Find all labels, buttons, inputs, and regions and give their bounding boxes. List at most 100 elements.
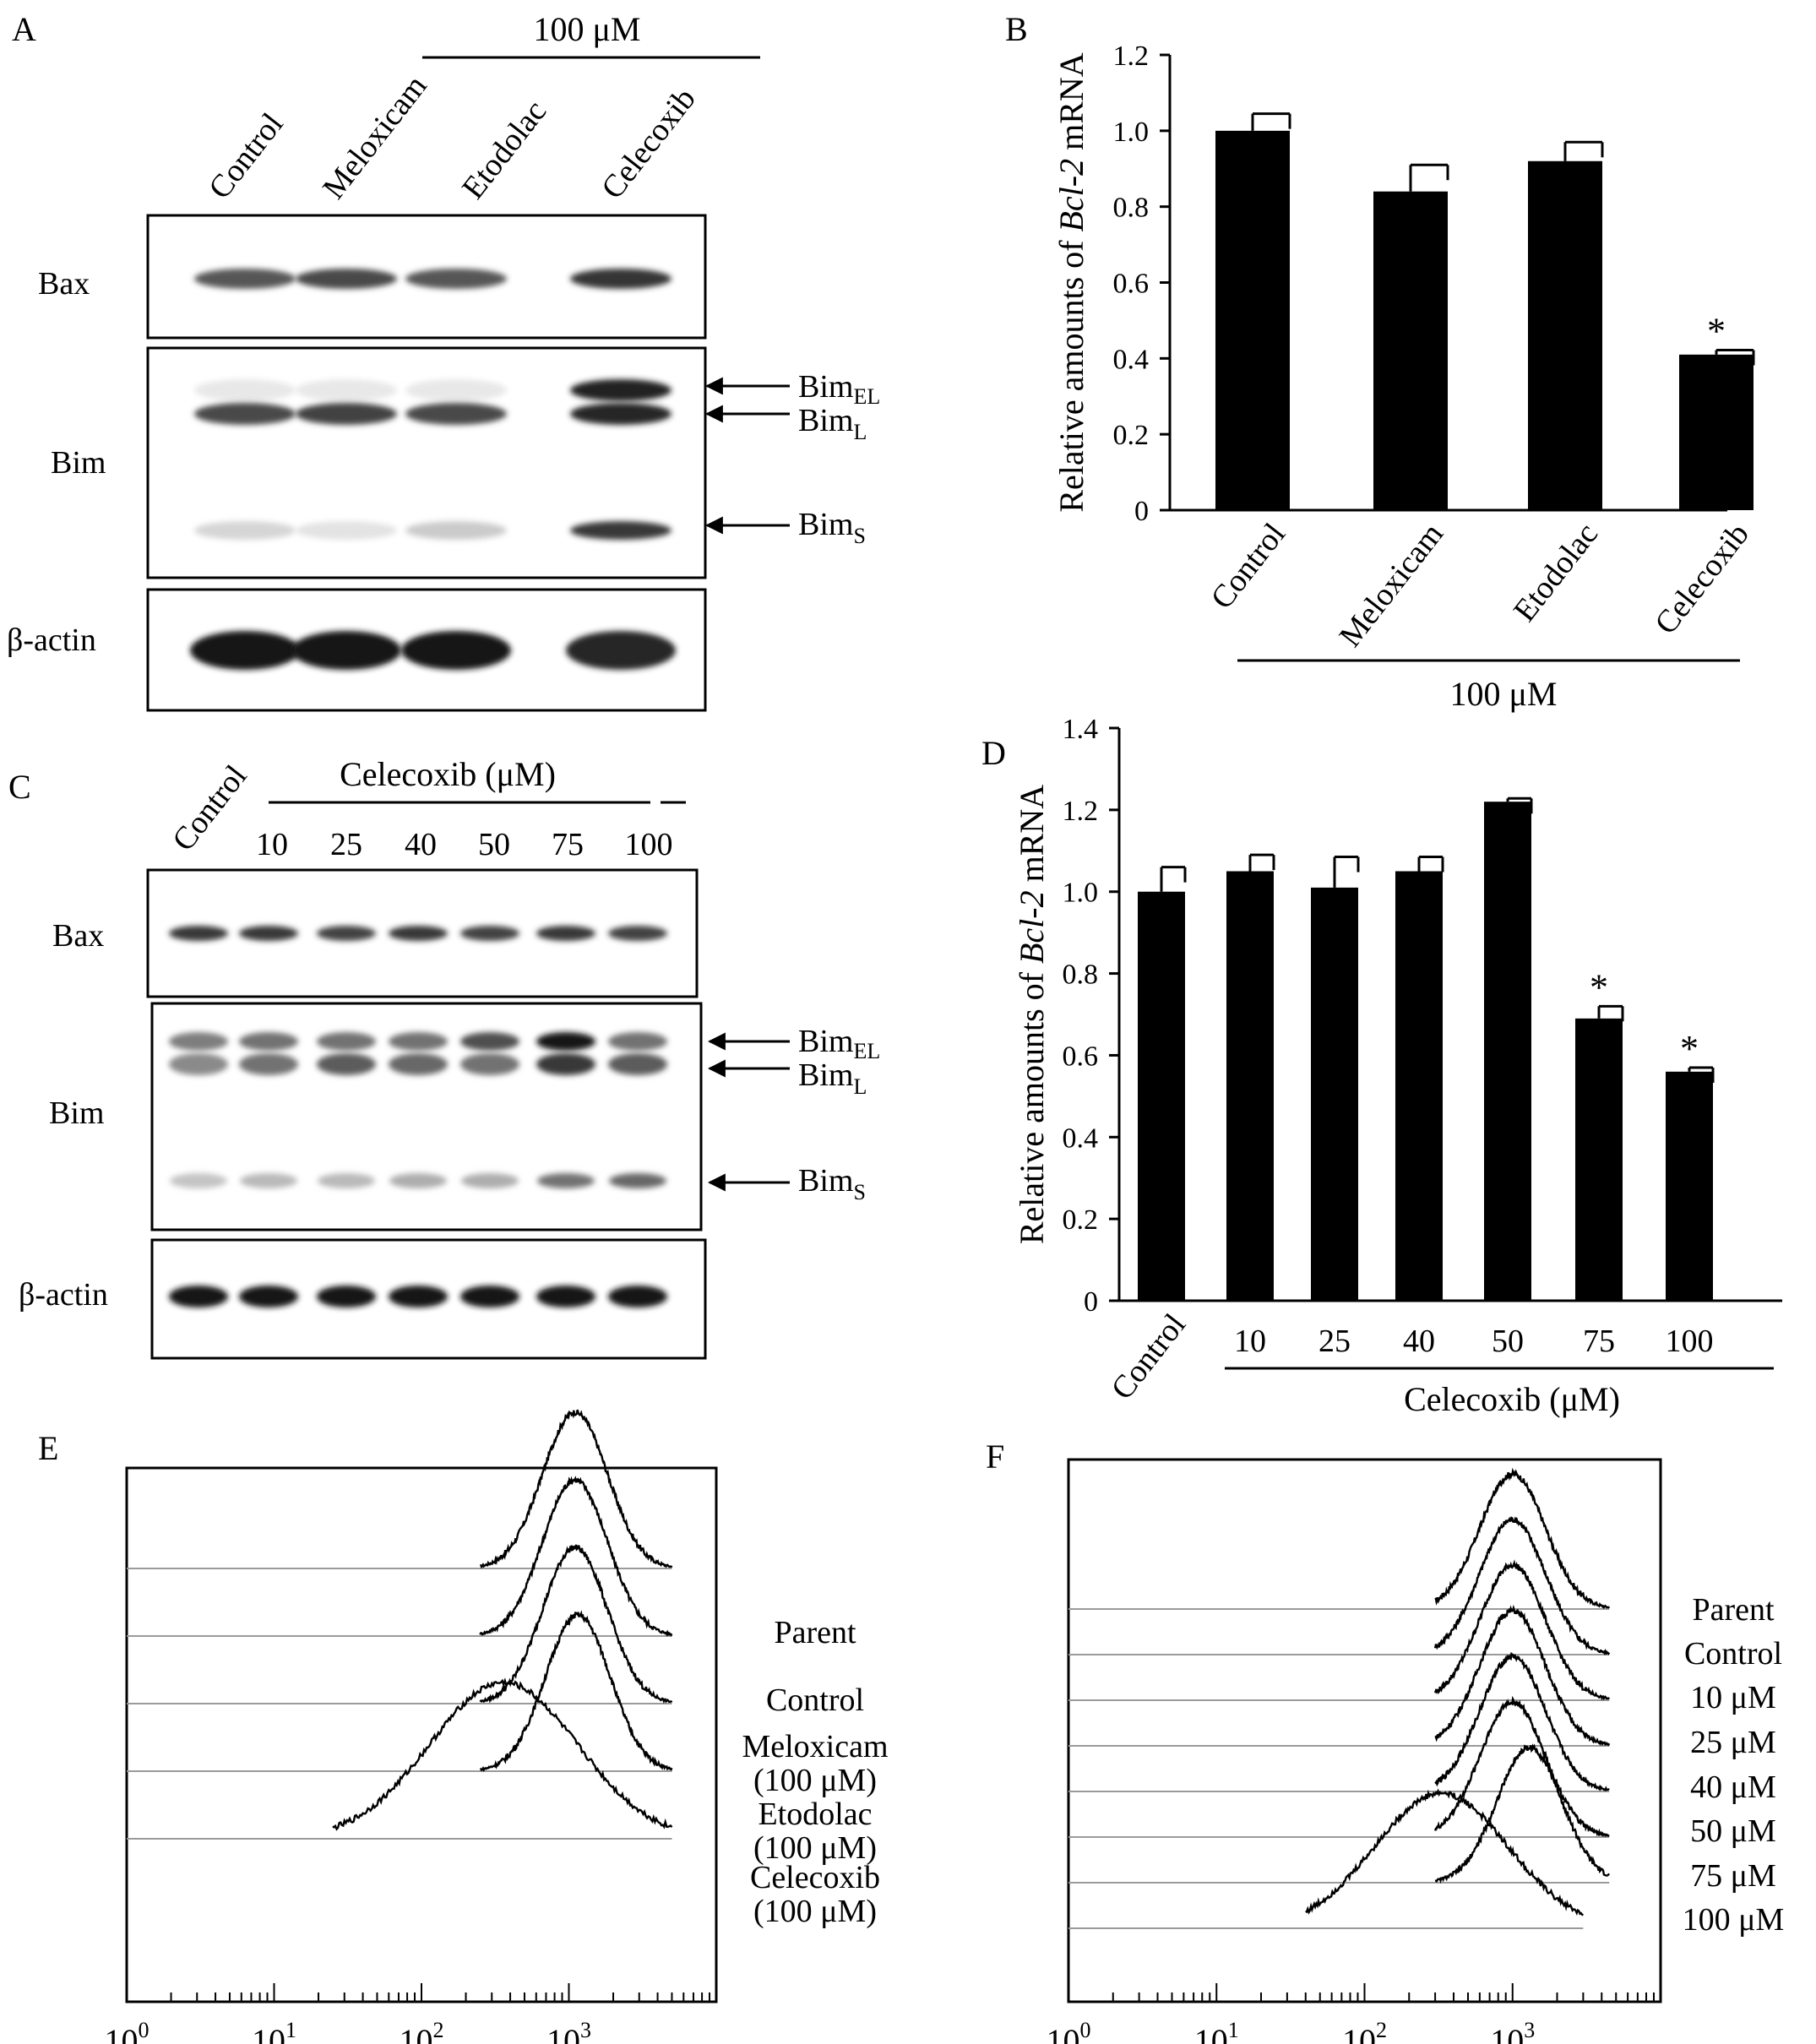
band-bim-el — [536, 1032, 595, 1051]
band-actin — [190, 631, 300, 670]
band-bax — [239, 926, 298, 941]
band-bax — [389, 926, 448, 941]
y-axis-label: Relative amounts of Bcl-2 mRNA — [1013, 785, 1051, 1244]
y-axis-label-part: mRNA — [1052, 52, 1090, 159]
histogram-curve — [480, 1610, 673, 1772]
arrow-label-bim-el: BimEL — [798, 369, 880, 409]
panel-e-letter: E — [38, 1429, 58, 1467]
panel-c-row-bim: Bim — [49, 1095, 104, 1131]
band-bim-el — [239, 1032, 298, 1051]
band-bim-s — [389, 1173, 447, 1188]
band-bim-el — [317, 1032, 376, 1051]
tick-base: 10 — [400, 2022, 433, 2044]
band-bax — [405, 269, 507, 289]
tick-exponent: 1 — [285, 2018, 296, 2042]
y-tick-label: 0.4 — [1113, 344, 1150, 375]
y-tick-label: 0.6 — [1063, 1041, 1099, 1072]
bar — [1226, 871, 1274, 1301]
y-tick-label: 0.4 — [1063, 1123, 1099, 1154]
y-tick-label: 0 — [1134, 496, 1149, 527]
tick-exponent: 0 — [1080, 2018, 1091, 2042]
label-sub: S — [853, 1180, 865, 1204]
bar — [1679, 354, 1753, 510]
band-bim-l — [169, 1053, 228, 1075]
panel-c-bands — [169, 926, 667, 1307]
band-bax — [169, 926, 228, 941]
panel-b: B 0 0.2 0.4 0.6 0.8 1.0 1.2 Relative amounts of… — [1005, 10, 1756, 713]
panel-a-row-actin: β-actin — [7, 622, 96, 658]
histogram-curve — [1434, 1743, 1610, 1884]
label-sub: S — [853, 524, 865, 548]
band-bim-l — [194, 403, 296, 425]
panel-f-letter: F — [986, 1438, 1004, 1476]
panel-b-group-label: 100 μM — [1449, 675, 1557, 713]
band-bim-l — [317, 1053, 376, 1075]
panel-a-lane-labels: Control Meloxicam Etodolac Celecoxib — [202, 68, 703, 205]
curve-label: (100 μM) — [753, 1830, 877, 1866]
band-bim-el — [405, 379, 507, 401]
band-actin — [389, 1286, 448, 1307]
y-axis-label-part: Relative amounts of — [1013, 964, 1051, 1244]
band-bim-s — [194, 521, 296, 540]
y-tick-label: 0.2 — [1113, 420, 1150, 451]
bar — [1215, 130, 1290, 511]
histogram-curve — [1433, 1559, 1611, 1701]
tick-base: 10 — [1342, 2022, 1376, 2044]
dose-label: 40 — [405, 827, 437, 862]
arrow-label-bim-s: BimS — [798, 1163, 866, 1204]
band-bim-l — [536, 1053, 595, 1075]
histogram-curve — [1434, 1467, 1611, 1610]
curve-label: 25 μM — [1690, 1725, 1776, 1760]
x-tick-label: 101 — [252, 2018, 296, 2044]
label-sub: EL — [853, 1039, 880, 1063]
bar — [1666, 1071, 1713, 1301]
y-axis-label-part: Bcl-2 — [1052, 159, 1090, 232]
tick-base: 10 — [1047, 2022, 1080, 2044]
bar — [1138, 891, 1185, 1301]
band-bax — [536, 926, 595, 941]
category-label: Etodolac — [1507, 517, 1605, 628]
curve-label: Celecoxib — [750, 1860, 880, 1895]
x-tick-label: 100 — [105, 2018, 150, 2044]
panel-a-row-bax: Bax — [38, 266, 90, 302]
band-bax — [608, 926, 667, 941]
band-bim-s — [461, 1173, 519, 1188]
curve-label: (100 μM) — [753, 1763, 877, 1798]
x-tick-label: 103 — [1490, 2018, 1535, 2044]
band-bim-el — [169, 1032, 228, 1051]
panel-c-arrows: BimEL BimL BimS — [707, 1024, 880, 1204]
curve-label: Control — [766, 1682, 864, 1718]
curve-label: Etodolac — [758, 1797, 872, 1832]
curve-label: 40 μM — [1690, 1769, 1776, 1805]
histogram-curve — [332, 1677, 673, 1831]
category-label: 75 — [1583, 1324, 1615, 1359]
label-base: Bim — [798, 403, 853, 438]
band-bim-el — [570, 379, 671, 401]
tick-base: 10 — [546, 2022, 580, 2044]
label-base: Bim — [798, 369, 853, 405]
band-actin — [460, 1286, 519, 1307]
panel-c: C Control Celecoxib (μM) 10 25 40 50 75 100 B… — [8, 755, 880, 1360]
tick-exponent: 3 — [1524, 2018, 1535, 2042]
curve-label: 10 μM — [1690, 1680, 1776, 1715]
bar — [1575, 1018, 1623, 1301]
y-axis-label-part: Relative amounts of — [1052, 232, 1090, 513]
y-axis-label-part: mRNA — [1013, 785, 1051, 891]
band-bax — [570, 269, 671, 289]
label-base: Bim — [798, 507, 853, 542]
y-tick-label: 1.0 — [1063, 878, 1099, 909]
dose-label: 100 — [625, 827, 673, 862]
category-label: 100 — [1666, 1324, 1714, 1359]
curve-label: Parent — [1692, 1592, 1775, 1628]
panel-d-group-label: Celecoxib (μM) — [1404, 1380, 1620, 1418]
arrow-label-bim-el: BimEL — [798, 1024, 880, 1063]
bar — [1373, 191, 1448, 510]
y-tick-label: 1.0 — [1113, 117, 1150, 148]
curve-label: 100 μM — [1683, 1902, 1785, 1938]
category-label: 50 — [1492, 1324, 1524, 1359]
panel-a-arrows: BimEL BimL BimS — [704, 369, 880, 548]
y-axis-label: Relative amounts of Bcl-2 mRNA — [1052, 52, 1090, 512]
band-bim-l — [460, 1053, 519, 1075]
